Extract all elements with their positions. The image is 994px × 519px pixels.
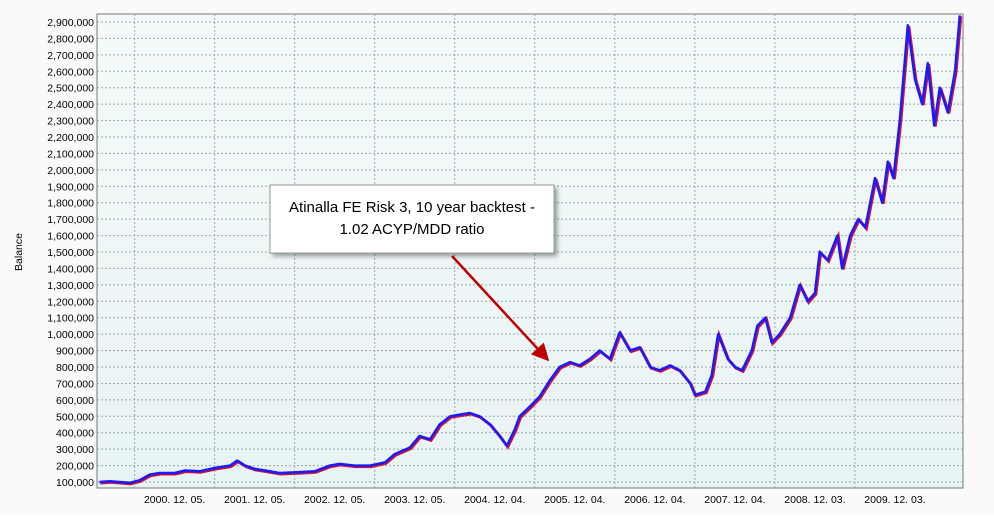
y-tick-label: 2,000,000 [47, 165, 94, 177]
y-tick-label: 2,700,000 [47, 50, 94, 62]
y-tick-label: 400,000 [56, 428, 94, 440]
y-tick-label: 1,700,000 [47, 214, 94, 226]
line [99, 15, 962, 485]
annotation-text: 1.02 ACYP/MDD ratio [339, 221, 484, 238]
y-tick-label: 1,200,000 [47, 296, 94, 308]
y-tick-label: 600,000 [56, 395, 94, 407]
y-tick-label: 200,000 [56, 461, 94, 473]
y-tick-label: 2,600,000 [47, 66, 94, 78]
y-tick-label: 2,800,000 [47, 33, 94, 45]
x-tick-label: 2008. 12. 03. [784, 494, 845, 506]
y-tick-label: 700,000 [56, 378, 94, 390]
y-tick-label: 1,000,000 [47, 329, 94, 341]
y-tick-label: 1,900,000 [47, 181, 94, 193]
x-tick-label: 2000. 12. 05. [144, 494, 205, 506]
x-tick-label: 2005. 12. 04. [544, 494, 605, 506]
x-tick-label: 2001. 12. 05. [224, 494, 285, 506]
y-tick-label: 1,800,000 [47, 198, 94, 210]
y-tick-label: 2,400,000 [47, 99, 94, 111]
x-tick-label: 2004. 12. 04. [464, 494, 525, 506]
y-tick-label: 800,000 [56, 362, 94, 374]
y-tick-label: 1,300,000 [47, 280, 94, 292]
y-tick-label: 2,500,000 [47, 83, 94, 95]
annotation-text: Atinalla FE Risk 3, 10 year backtest - [289, 199, 535, 216]
y-tick-label: 300,000 [56, 444, 94, 456]
y-tick-label: 2,200,000 [47, 132, 94, 144]
x-tick-label: 2003. 12. 05. [384, 494, 445, 506]
x-tick-label: 2006. 12. 04. [624, 494, 685, 506]
x-tick-label: 2007. 12. 04. [704, 494, 765, 506]
x-tick-label: 2002. 12. 05. [304, 494, 365, 506]
annotation-box [269, 184, 555, 254]
y-tick-label: 900,000 [56, 346, 94, 358]
y-tick-label: 1,100,000 [47, 313, 94, 325]
y-tick-label: 1,600,000 [47, 231, 94, 243]
y-axis-label: Balance [13, 233, 25, 271]
x-tick-label: 2009. 12. 03. [864, 494, 925, 506]
y-tick-label: 2,900,000 [47, 17, 94, 29]
y-tick-label: 500,000 [56, 411, 94, 423]
y-tick-label: 1,500,000 [47, 247, 94, 259]
annotation-arrow [451, 255, 550, 362]
y-tick-label: 1,400,000 [47, 263, 94, 275]
y-tick-label: 2,100,000 [47, 148, 94, 160]
y-tick-label: 2,300,000 [47, 116, 94, 128]
y-tick-label: 100,000 [56, 477, 94, 489]
